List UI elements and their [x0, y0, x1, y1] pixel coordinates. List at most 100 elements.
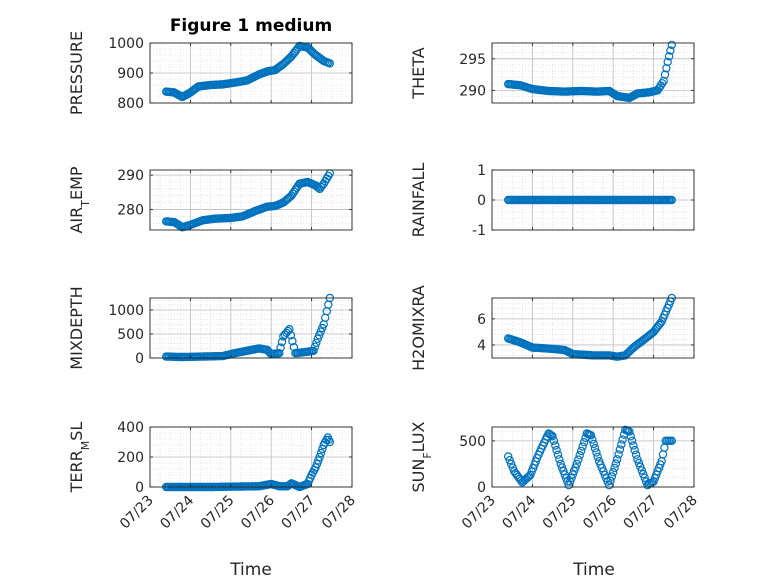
axes-frame [149, 297, 353, 359]
axes-frame [491, 42, 695, 104]
subplot-theta: 290 295 THETA [409, 40, 695, 104]
data-point [618, 435, 627, 444]
y-tick-label: 500 [117, 327, 144, 343]
data-point [552, 445, 561, 455]
x-axis-label-right: Time [572, 560, 615, 580]
data-point [571, 463, 580, 472]
data-point [310, 342, 320, 351]
data-point [578, 442, 587, 451]
data-point [312, 338, 321, 347]
data-point [567, 473, 576, 483]
y-tick-label: 200 [117, 450, 144, 466]
y-tick-label: 6 [477, 312, 486, 328]
y-axis-label: THETA [409, 47, 428, 99]
subplot-h2omixra: 4 6 H2OMIXRA [409, 285, 695, 371]
y-tick-label: 0 [135, 480, 144, 496]
data-point [312, 182, 322, 191]
y-axis-label: TERRMSL [67, 422, 92, 494]
y-tick-label: 1000 [108, 303, 144, 319]
data-point [325, 437, 334, 447]
data-point [504, 452, 513, 461]
data-point [575, 451, 584, 460]
data-point [574, 455, 583, 464]
data-point [615, 445, 625, 454]
data-point [660, 70, 670, 79]
data-point [617, 440, 626, 449]
data-point [637, 466, 647, 475]
y-tick-label: 1000 [108, 36, 144, 52]
y-tick-label: 280 [117, 202, 144, 218]
data-point [633, 455, 642, 464]
subplot-rainfall: -1 0 1 RAINFALL [409, 163, 695, 239]
data-point [626, 432, 635, 441]
data-point [639, 469, 648, 479]
data-point [316, 448, 326, 458]
data-point [555, 455, 564, 464]
y-axis-label: H2OMIXRA [409, 285, 428, 371]
subplot-air: 280 290 AIRTEMP [67, 166, 353, 234]
data-point [560, 470, 569, 479]
data-point [667, 195, 677, 205]
data-point [586, 431, 596, 440]
data-point [666, 46, 675, 55]
data-point [315, 452, 324, 462]
data-point [636, 462, 645, 471]
y-tick-label: 4 [477, 338, 486, 354]
data-point [611, 459, 621, 468]
data-point [593, 452, 602, 461]
y-tick-label: 295 [459, 52, 486, 68]
data-point [647, 478, 657, 487]
data-point [609, 468, 618, 477]
y-tick-label: 800 [117, 96, 144, 112]
data-point [631, 450, 641, 459]
data-point [664, 52, 674, 61]
y-axis-label: AIRTEMP [67, 166, 92, 233]
data-point [507, 459, 516, 469]
data-point [548, 432, 557, 441]
data-point [625, 427, 634, 436]
data-point [629, 441, 638, 450]
data-point [524, 472, 534, 481]
data-point [627, 436, 637, 445]
y-axis-label: RAINFALL [409, 163, 428, 238]
data-point [288, 337, 297, 346]
data-point [659, 76, 668, 86]
y-tick-label: 1 [477, 163, 486, 179]
figure-title: Figure 1 medium [170, 16, 332, 36]
data-point [549, 436, 559, 445]
data-point [614, 450, 623, 459]
data-point [590, 444, 600, 453]
data-point [285, 325, 294, 334]
y-tick-label: 0 [135, 351, 144, 367]
data-point [325, 59, 334, 68]
data-point [505, 456, 514, 465]
data-point [579, 438, 589, 447]
x-axis-label-left: Time [229, 560, 272, 580]
data-point [572, 459, 582, 469]
data-point [634, 458, 644, 468]
data-point [613, 455, 622, 464]
data-point [607, 472, 617, 481]
data-point [667, 40, 677, 50]
data-point [610, 463, 619, 473]
data-point [592, 448, 601, 457]
data-point [275, 349, 284, 358]
y-tick-label: 290 [459, 83, 486, 99]
data-point [309, 346, 318, 355]
y-tick-label: 900 [117, 66, 144, 82]
data-point [630, 445, 639, 455]
data-point [606, 476, 615, 485]
data-point [589, 439, 598, 449]
data-point [551, 441, 560, 450]
y-axis-label: PRESSURE [67, 31, 86, 115]
axes-frame [491, 426, 695, 488]
data-point [286, 331, 296, 340]
y-tick-label: 0 [477, 480, 486, 496]
y-tick-label: -1 [472, 223, 486, 239]
y-tick-label: 290 [117, 168, 144, 184]
data-point [277, 337, 287, 347]
data-point [662, 64, 671, 73]
y-tick-label: 500 [459, 434, 486, 450]
